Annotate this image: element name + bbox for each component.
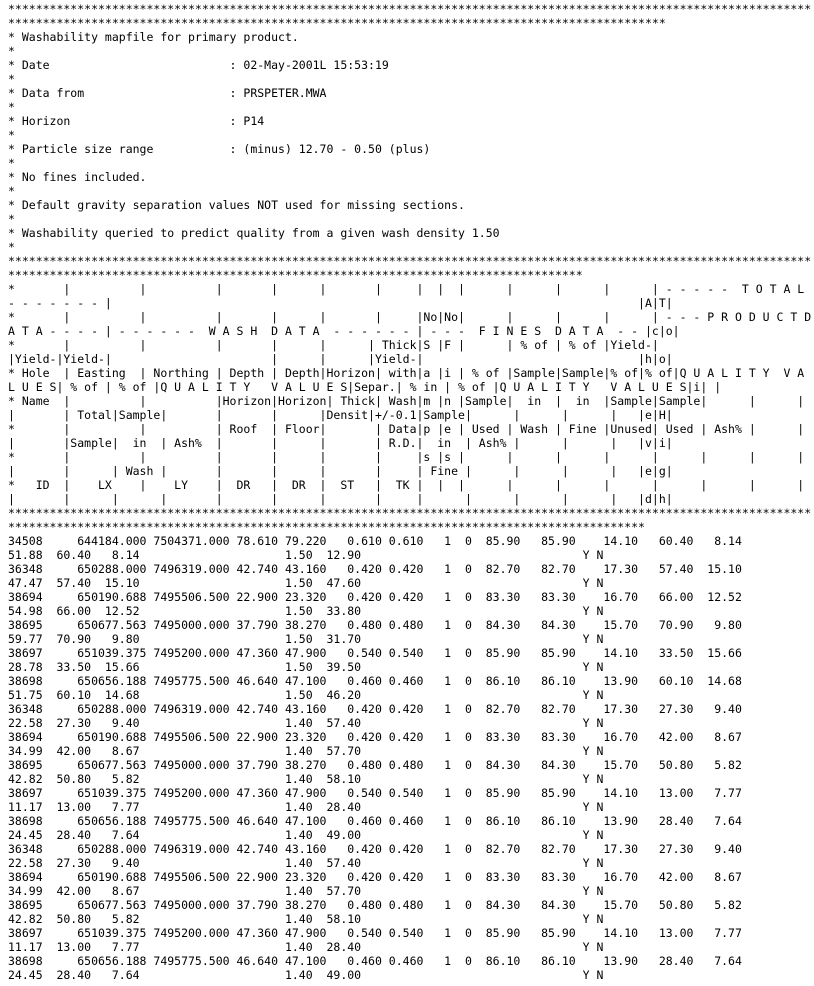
document-page: ****************************************…: [8, 2, 812, 982]
washability-report-text: ****************************************…: [8, 2, 812, 982]
